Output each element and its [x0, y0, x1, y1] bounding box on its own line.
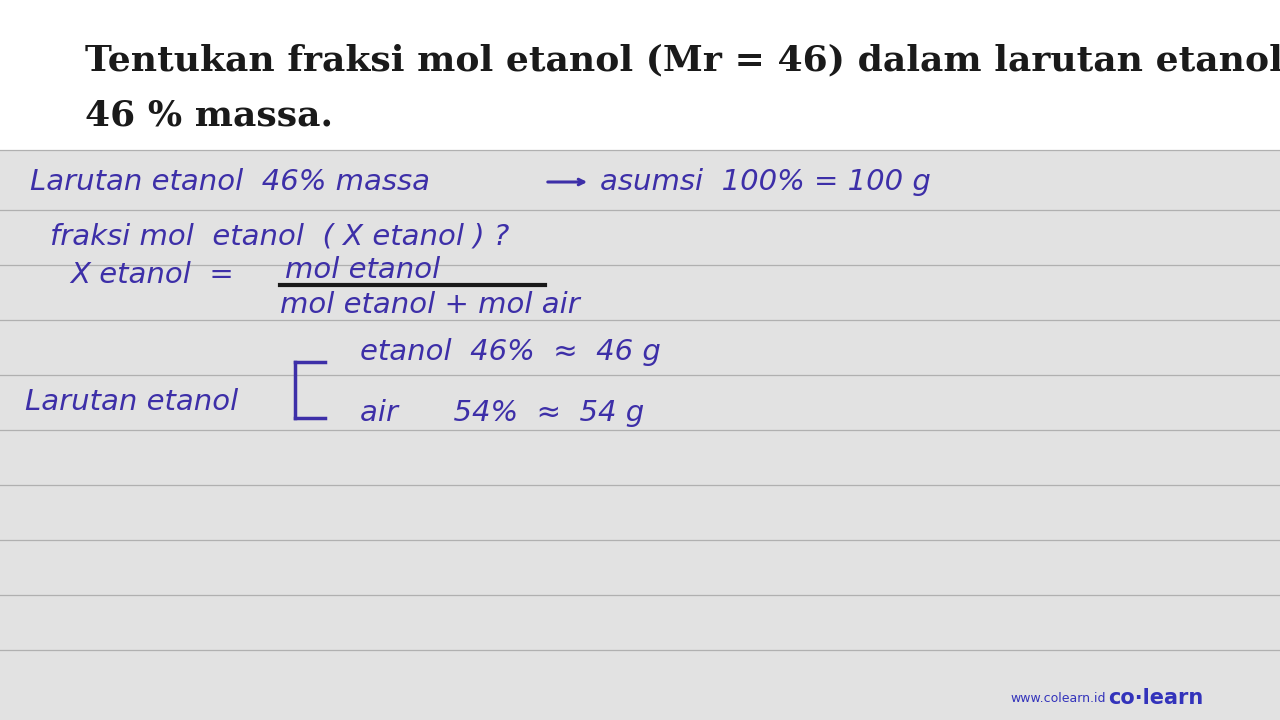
Text: Larutan etanol: Larutan etanol [26, 388, 238, 416]
Text: X etanol  =: X etanol = [70, 261, 234, 289]
Bar [0, 0, 1280, 150]
Text: Larutan etanol  46% massa: Larutan etanol 46% massa [29, 168, 430, 196]
Text: asumsi  100% = 100 g: asumsi 100% = 100 g [600, 168, 931, 196]
Bar [0, 150, 1280, 720]
Text: mol etanol: mol etanol [285, 256, 440, 284]
Text: air      54%  ≈  54 g: air 54% ≈ 54 g [360, 399, 644, 427]
Text: fraksi mol  etanol  ( X etanol ) ?: fraksi mol etanol ( X etanol ) ? [50, 222, 509, 250]
Text: 46 % massa.: 46 % massa. [84, 98, 333, 132]
Text: co·learn: co·learn [1108, 688, 1203, 708]
Text: mol etanol + mol air: mol etanol + mol air [280, 291, 580, 319]
Text: etanol  46%  ≈  46 g: etanol 46% ≈ 46 g [360, 338, 660, 366]
Text: www.colearn.id: www.colearn.id [1010, 691, 1106, 704]
Text: Tentukan fraksi mol etanol (Mr = 46) dalam larutan etanol: Tentukan fraksi mol etanol (Mr = 46) dal… [84, 43, 1280, 77]
